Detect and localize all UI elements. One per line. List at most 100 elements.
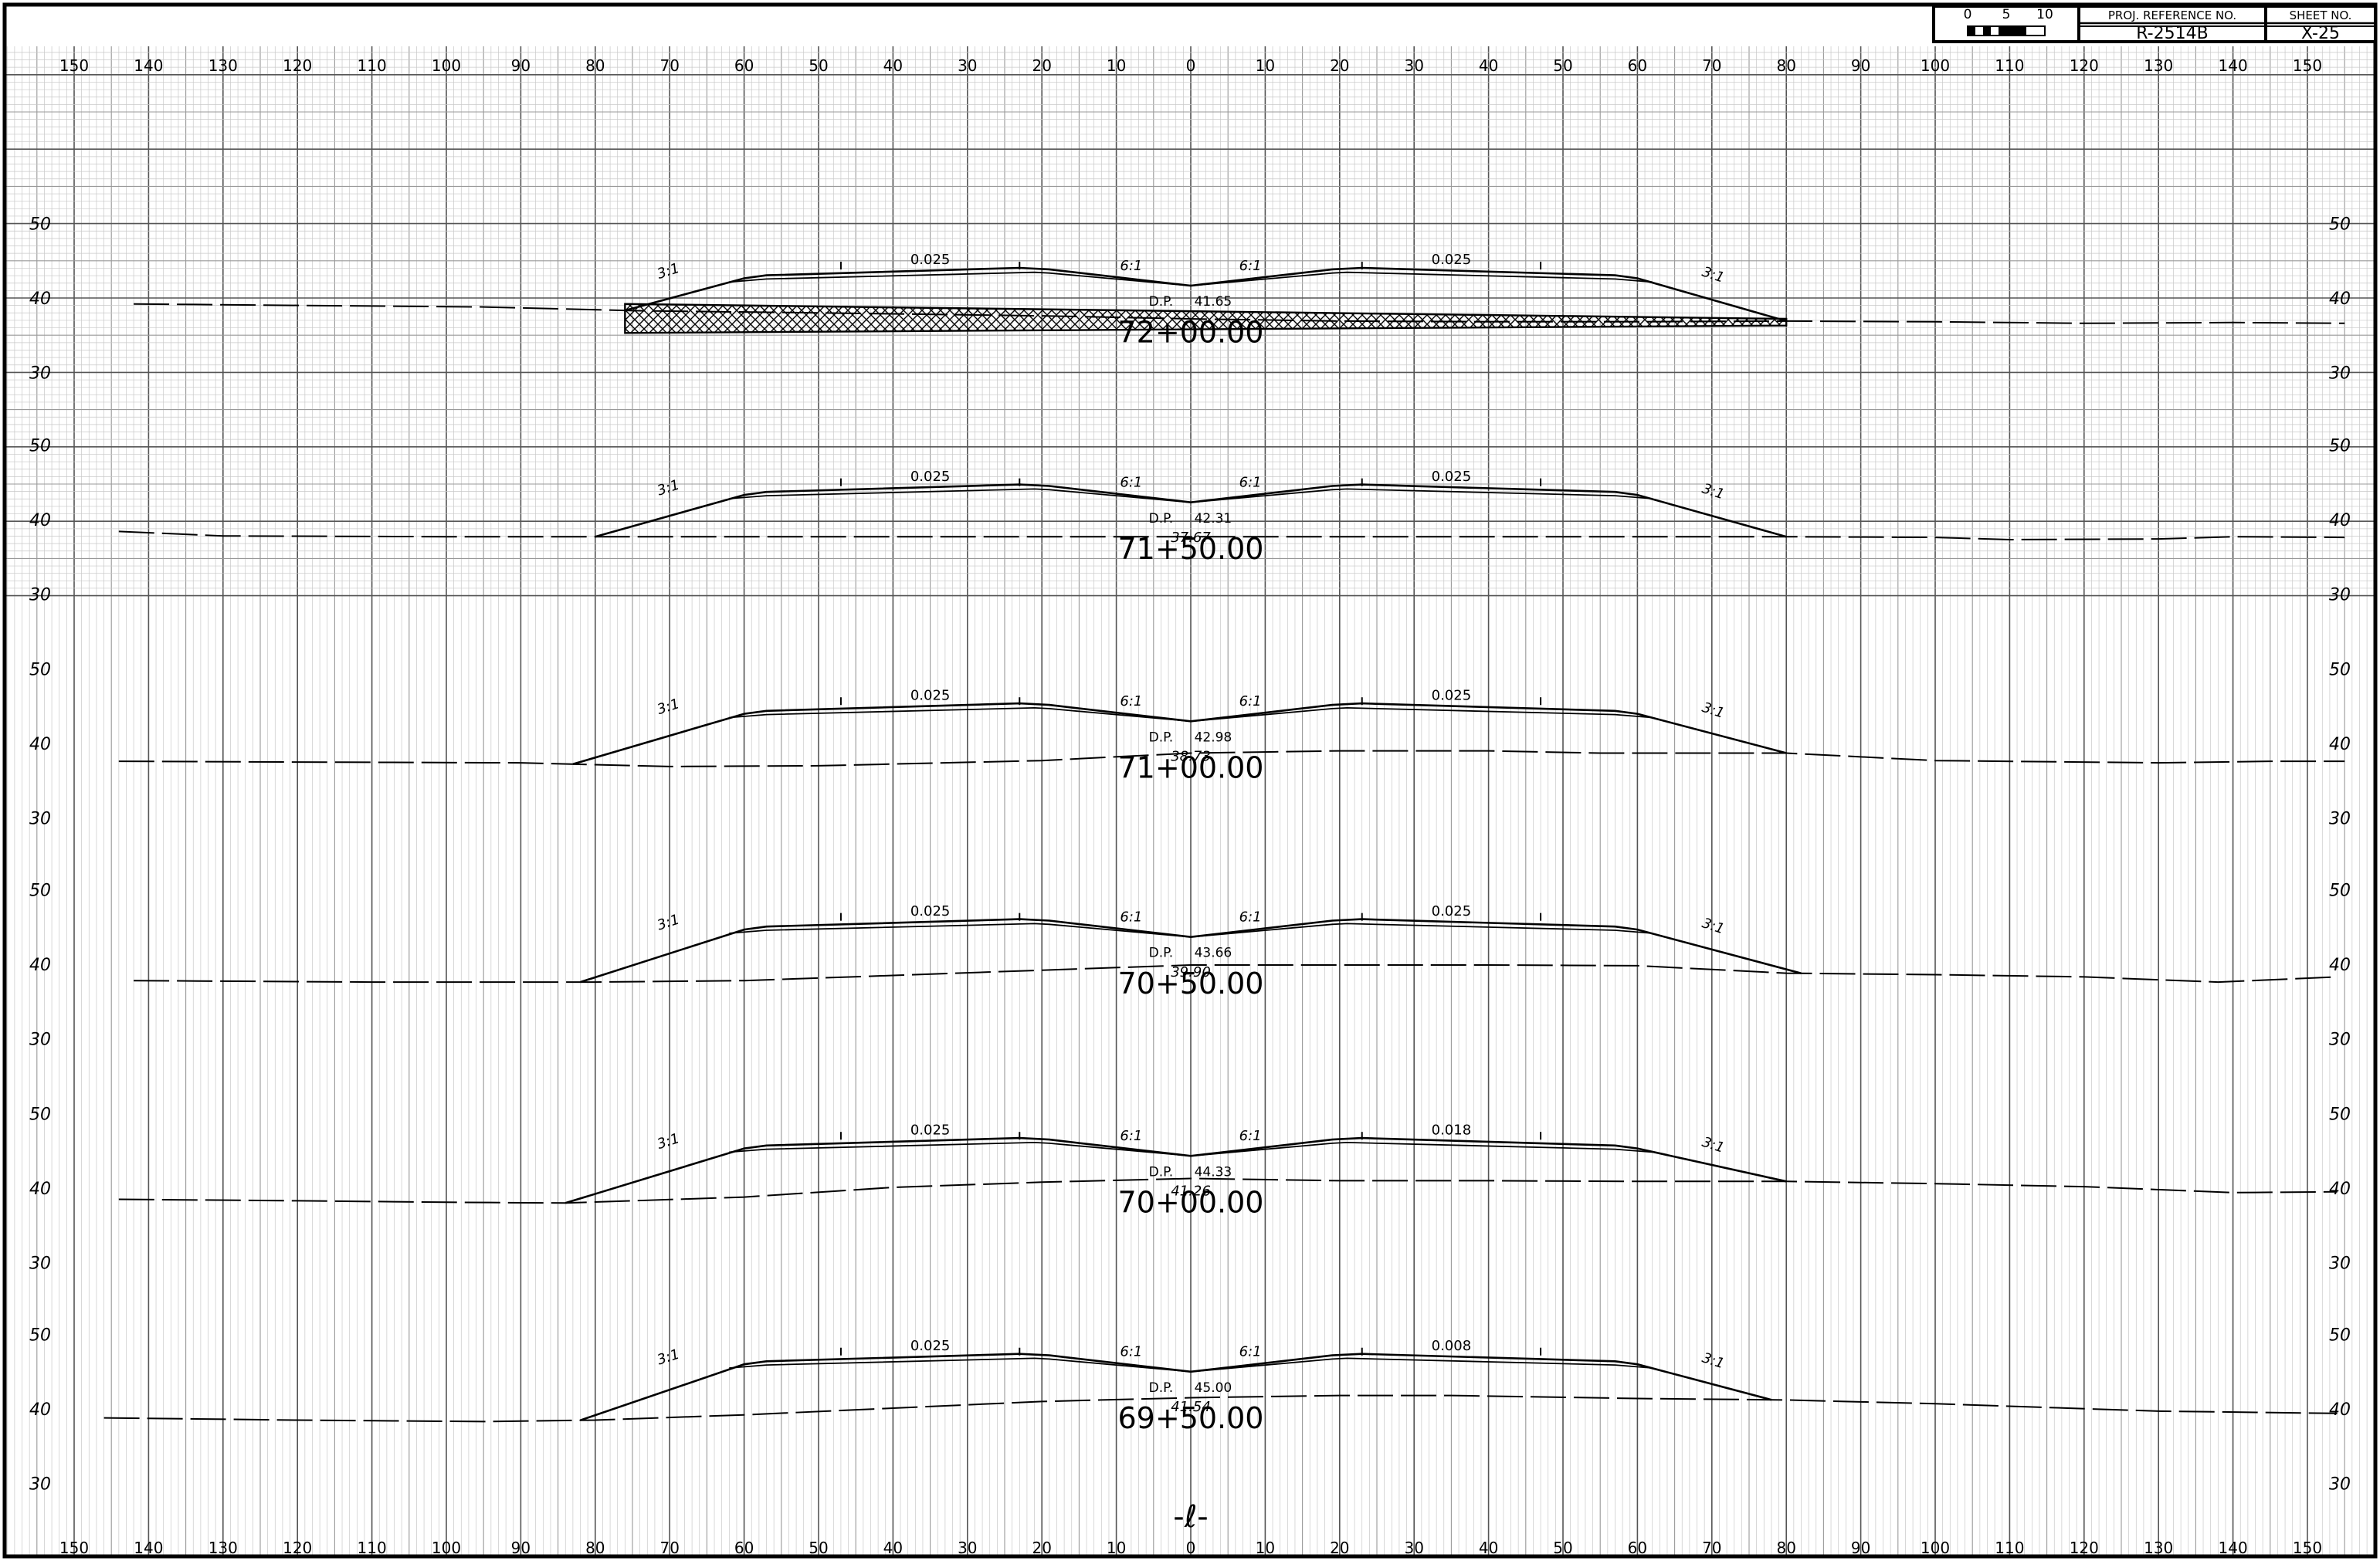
- bottom-offset-label: 10: [1107, 1539, 1126, 1557]
- template-subgrade: [729, 271, 1653, 287]
- right-inner-slope-label: 6:1: [1239, 474, 1262, 490]
- bottom-offset-label: 120: [283, 1539, 312, 1557]
- top-offset-label: 110: [1995, 56, 2024, 75]
- bottom-offset-label: 50: [809, 1539, 828, 1557]
- right-cross-slope-label: 0.018: [1432, 1122, 1472, 1138]
- top-offset-label: 120: [2070, 56, 2099, 75]
- elevation-label-left: 40: [29, 956, 51, 975]
- bottom-offset-label: 40: [1479, 1539, 1498, 1557]
- top-offset-label: 70: [1702, 56, 1721, 75]
- top-offset-label: 110: [358, 56, 387, 75]
- bottom-offset-label: 120: [2070, 1539, 2099, 1557]
- elevation-label-left: 30: [29, 364, 51, 383]
- right-inner-slope-label: 6:1: [1239, 909, 1262, 925]
- elevation-label-right: 50: [2329, 215, 2351, 235]
- elevation-label-left: 30: [29, 1030, 51, 1049]
- top-offset-label: 40: [1479, 56, 1498, 75]
- elevation-label-right: 50: [2329, 1106, 2351, 1125]
- existing-ground-line: [134, 964, 2338, 984]
- dp-label: D.P.: [1149, 294, 1174, 310]
- template-subgrade: [729, 1141, 1653, 1157]
- bottom-offset-label: 0: [1186, 1539, 1196, 1557]
- left-inner-slope-label: 6:1: [1120, 1128, 1142, 1144]
- bottom-offset-label: 50: [1553, 1539, 1572, 1557]
- station-label: 69+50.00: [1118, 1401, 1264, 1435]
- top-offset-label: 10: [1256, 56, 1275, 75]
- station-label: 70+50.00: [1118, 967, 1264, 1001]
- elevation-label-right: 40: [2329, 1400, 2351, 1420]
- bottom-offset-label: 30: [1404, 1539, 1423, 1557]
- ground-elevation-label: 41.26: [1171, 1183, 1211, 1199]
- elevation-label-left: 30: [29, 585, 51, 604]
- elevation-label-left: 40: [29, 290, 51, 309]
- elevation-label-right: 40: [2329, 1180, 2351, 1199]
- existing-ground-line: [118, 1177, 2338, 1204]
- template-subgrade: [729, 706, 1653, 723]
- graphic-scale: 0 5 10: [1964, 7, 2053, 36]
- top-offset-label: 80: [585, 56, 605, 75]
- elevation-label-left: 50: [29, 215, 51, 235]
- top-offset-label: 140: [134, 56, 163, 75]
- top-offset-label: 60: [1628, 56, 1647, 75]
- top-offset-label: 150: [2293, 56, 2322, 75]
- existing-ground-line: [118, 530, 2345, 541]
- dp-label: D.P.: [1149, 1164, 1174, 1180]
- left-cross-slope-label: 0.025: [910, 1338, 951, 1354]
- dp-value: 44.33: [1195, 1164, 1232, 1180]
- scale-label-0: 0: [1964, 7, 1972, 22]
- dp-value: 41.65: [1195, 294, 1232, 310]
- elevation-label-left: 40: [29, 735, 51, 754]
- left-cross-slope-label: 0.025: [910, 469, 951, 485]
- elevation-label-right: 40: [2329, 956, 2351, 975]
- bottom-offset-label: 140: [134, 1539, 163, 1557]
- scale-label-5: 5: [2002, 7, 2011, 22]
- elevation-label-right: 30: [2329, 364, 2351, 383]
- top-offset-label: 100: [432, 56, 461, 75]
- sheet-no-value: X-25: [2301, 24, 2340, 43]
- right-inner-slope-label: 6:1: [1239, 1128, 1262, 1144]
- top-offset-label: 60: [734, 56, 754, 75]
- bottom-offset-label: 140: [2219, 1539, 2248, 1557]
- ground-elevation-label: 41.54: [1171, 1399, 1211, 1415]
- left-inner-slope-label: 6:1: [1120, 474, 1142, 490]
- elevation-label-right: 50: [2329, 437, 2351, 456]
- left-cross-slope-label: 0.025: [910, 903, 951, 919]
- elevation-label-right: 50: [2329, 661, 2351, 680]
- top-offset-label: 130: [209, 56, 238, 75]
- top-offset-label: 30: [1404, 56, 1423, 75]
- left-inner-slope-label: 6:1: [1120, 909, 1142, 925]
- bottom-offset-label: 80: [585, 1539, 605, 1557]
- elevation-label-left: 40: [29, 1400, 51, 1420]
- left-cross-slope-label: 0.025: [910, 1122, 951, 1138]
- bottom-offset-label: 70: [1702, 1539, 1721, 1557]
- bottom-offset-label: 110: [358, 1539, 387, 1557]
- ground-elevation-label: 38.73: [1171, 748, 1211, 764]
- right-inner-slope-label: 6:1: [1239, 693, 1262, 709]
- bottom-offset-label: 100: [432, 1539, 461, 1557]
- station-label: 72+00.00: [1118, 315, 1264, 349]
- station-label: 71+50.00: [1118, 532, 1264, 566]
- top-offset-label: 70: [659, 56, 679, 75]
- top-offset-label: 140: [2219, 56, 2248, 75]
- elevation-label-right: 30: [2329, 1254, 2351, 1273]
- existing-ground-line: [103, 1394, 2338, 1423]
- proj-ref-header: PROJ. REFERENCE NO.: [2108, 8, 2236, 22]
- bottom-offset-label: 40: [883, 1539, 903, 1557]
- top-offset-axis: 150 140 130 120 110 100 90 80 70 60 50 40 30 20 10 0 10 2…: [59, 56, 2322, 75]
- right-inner-slope-label: 6:1: [1239, 258, 1262, 274]
- elevation-label-left: 40: [29, 511, 51, 530]
- bottom-offset-label: 90: [1851, 1539, 1870, 1557]
- bottom-offset-label: 90: [511, 1539, 531, 1557]
- elevation-label-right: 40: [2329, 511, 2351, 530]
- top-offset-label: 150: [59, 56, 89, 75]
- top-offset-label: 80: [1776, 56, 1795, 75]
- ground-elevation-label: 37.67: [1171, 530, 1211, 546]
- scale-label-10: 10: [2036, 7, 2053, 22]
- dp-value: 42.98: [1195, 730, 1232, 745]
